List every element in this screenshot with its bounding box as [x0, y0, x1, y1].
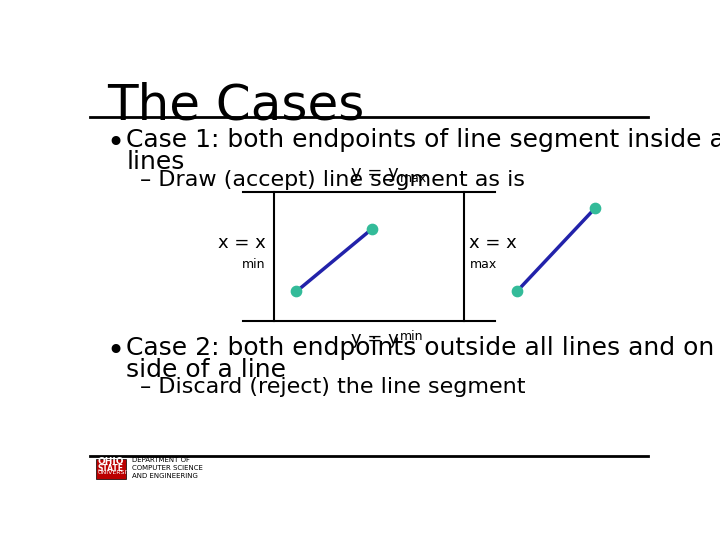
- Text: •: •: [107, 129, 125, 158]
- Text: Case 2: both endpoints outside all lines and on same: Case 2: both endpoints outside all lines…: [126, 336, 720, 360]
- Text: STATE: STATE: [97, 464, 123, 473]
- Text: UNIVERSITY: UNIVERSITY: [97, 470, 134, 475]
- Text: The Cases: The Cases: [107, 82, 364, 130]
- Text: max: max: [469, 258, 497, 271]
- Text: x = x: x = x: [469, 234, 517, 252]
- Text: OHIO: OHIO: [97, 457, 124, 466]
- Text: y = y: y = y: [351, 329, 398, 348]
- FancyBboxPatch shape: [96, 458, 126, 478]
- Text: min: min: [400, 329, 423, 343]
- Text: x = x: x = x: [218, 234, 266, 252]
- Text: Case 1: both endpoints of line segment inside all four: Case 1: both endpoints of line segment i…: [126, 128, 720, 152]
- Text: max: max: [400, 172, 427, 185]
- Text: – Discard (reject) the line segment: – Discard (reject) the line segment: [140, 377, 526, 397]
- Text: lines: lines: [126, 150, 184, 174]
- Text: y = y: y = y: [351, 165, 398, 183]
- Point: [366, 225, 377, 233]
- Text: – Draw (accept) line segment as is: – Draw (accept) line segment as is: [140, 170, 525, 190]
- Text: side of a line: side of a line: [126, 358, 287, 382]
- Point: [589, 204, 600, 213]
- Text: min: min: [242, 258, 266, 271]
- Point: [291, 287, 302, 296]
- Point: [511, 287, 523, 296]
- Text: DEPARTMENT OF
COMPUTER SCIENCE
AND ENGINEERING: DEPARTMENT OF COMPUTER SCIENCE AND ENGIN…: [132, 457, 203, 479]
- Text: •: •: [107, 337, 125, 366]
